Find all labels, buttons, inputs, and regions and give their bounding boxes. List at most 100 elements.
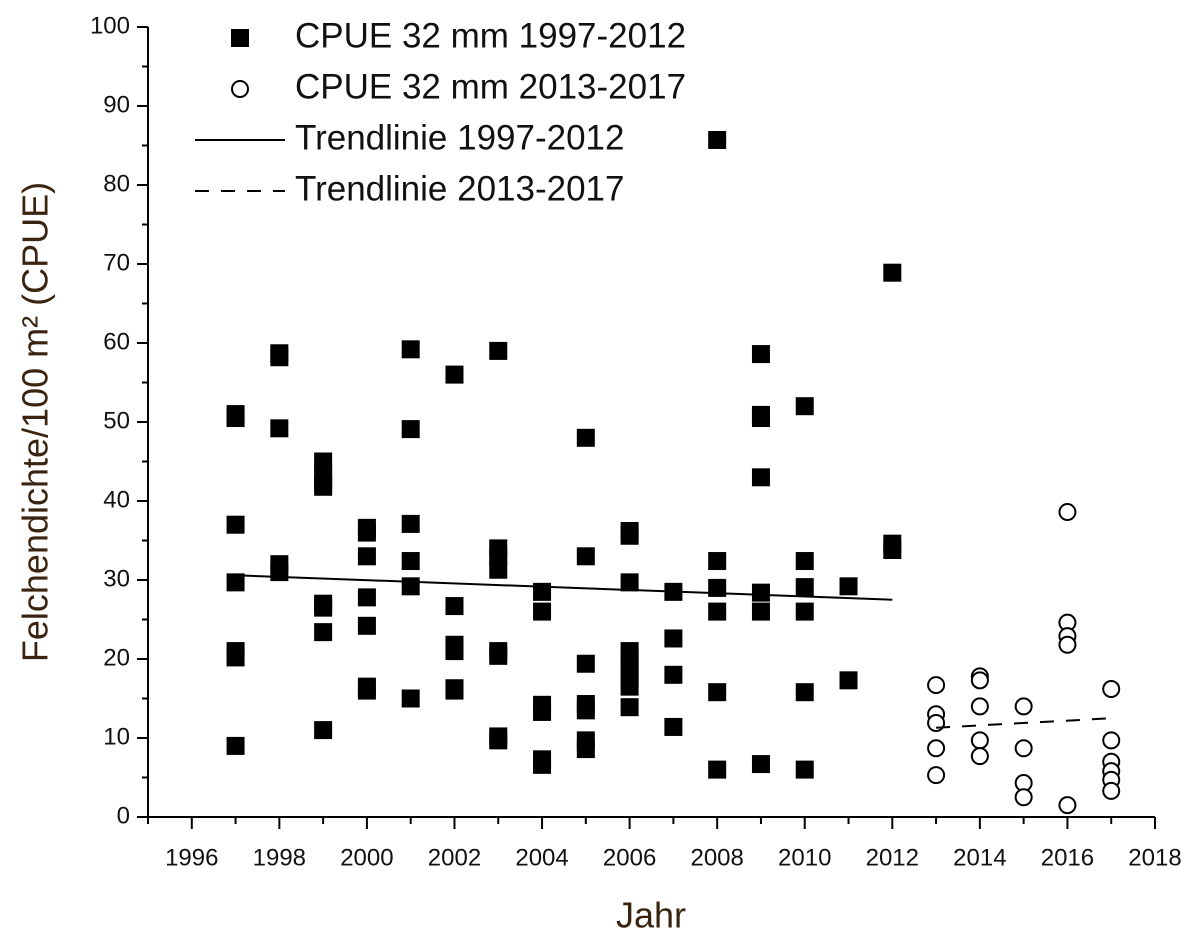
point bbox=[445, 642, 464, 661]
point bbox=[751, 755, 770, 774]
y-tick-label: 60 bbox=[103, 328, 130, 355]
point bbox=[533, 702, 552, 721]
x-tick-label: 2004 bbox=[515, 844, 568, 871]
point bbox=[445, 681, 464, 700]
point bbox=[1102, 781, 1121, 800]
y-tick-label: 40 bbox=[103, 486, 130, 513]
point bbox=[1058, 796, 1077, 815]
x-tick-label: 2010 bbox=[778, 844, 831, 871]
point bbox=[401, 420, 420, 439]
point bbox=[620, 573, 639, 592]
point bbox=[314, 721, 333, 740]
point bbox=[708, 760, 727, 779]
point bbox=[314, 598, 333, 617]
point bbox=[1058, 635, 1077, 654]
point bbox=[445, 365, 464, 384]
point bbox=[795, 578, 814, 597]
x-tick-label: 2002 bbox=[428, 844, 481, 871]
x-tick-label: 2000 bbox=[340, 844, 393, 871]
y-tick-label: 20 bbox=[103, 644, 130, 671]
point bbox=[576, 701, 595, 720]
x-tick-label: 2012 bbox=[866, 844, 919, 871]
point bbox=[576, 654, 595, 673]
point bbox=[751, 345, 770, 364]
y-tick-label: 0 bbox=[117, 802, 130, 829]
legend-label: Trendlinie 1997-2012 bbox=[295, 118, 625, 157]
point bbox=[1058, 503, 1077, 522]
x-tick-label: 2014 bbox=[953, 844, 1006, 871]
point bbox=[314, 477, 333, 496]
point bbox=[226, 515, 245, 534]
point bbox=[883, 540, 902, 559]
point bbox=[445, 597, 464, 616]
point bbox=[795, 397, 814, 416]
point bbox=[226, 573, 245, 592]
point bbox=[401, 689, 420, 708]
point bbox=[708, 552, 727, 571]
point bbox=[576, 740, 595, 759]
legend-label: CPUE 32 mm 2013-2017 bbox=[295, 67, 686, 106]
point bbox=[1102, 731, 1121, 750]
point bbox=[708, 130, 727, 149]
point bbox=[927, 676, 946, 695]
point bbox=[708, 602, 727, 621]
point bbox=[883, 263, 902, 282]
y-axis-title: Felchendichte/100 m² (CPUE) bbox=[15, 182, 56, 662]
point bbox=[620, 698, 639, 717]
point bbox=[970, 747, 989, 766]
point bbox=[927, 739, 946, 758]
point bbox=[533, 602, 552, 621]
point bbox=[357, 616, 376, 635]
point bbox=[357, 523, 376, 542]
x-tick-label: 1996 bbox=[165, 844, 218, 871]
x-axis-title: Jahr bbox=[616, 895, 686, 936]
point bbox=[270, 419, 289, 438]
point bbox=[357, 681, 376, 700]
legend-label: CPUE 32 mm 1997-2012 bbox=[295, 16, 686, 55]
point bbox=[620, 677, 639, 696]
point bbox=[401, 514, 420, 533]
point bbox=[401, 552, 420, 571]
point bbox=[576, 428, 595, 447]
point bbox=[751, 468, 770, 487]
point bbox=[708, 683, 727, 702]
point bbox=[664, 629, 683, 648]
point bbox=[314, 623, 333, 642]
point bbox=[489, 560, 508, 579]
point bbox=[839, 577, 858, 596]
point bbox=[751, 409, 770, 428]
point bbox=[620, 526, 639, 545]
point bbox=[970, 731, 989, 750]
y-tick-label: 90 bbox=[103, 91, 130, 118]
point bbox=[839, 671, 858, 690]
x-tick-label: 2018 bbox=[1128, 844, 1181, 871]
point bbox=[270, 348, 289, 367]
y-tick-label: 100 bbox=[90, 12, 130, 39]
point bbox=[226, 648, 245, 667]
point bbox=[751, 583, 770, 602]
trend-line bbox=[235, 574, 893, 601]
point bbox=[226, 736, 245, 755]
point bbox=[226, 409, 245, 428]
point bbox=[489, 341, 508, 360]
point bbox=[927, 766, 946, 785]
point bbox=[489, 646, 508, 665]
legend-label: Trendlinie 2013-2017 bbox=[295, 169, 625, 208]
x-tick-label: 2016 bbox=[1041, 844, 1094, 871]
point bbox=[927, 713, 946, 732]
point bbox=[970, 671, 989, 690]
point bbox=[751, 602, 770, 621]
point bbox=[357, 588, 376, 607]
legend-swatch bbox=[231, 80, 249, 98]
x-tick-label: 1998 bbox=[253, 844, 306, 871]
point bbox=[401, 340, 420, 359]
y-tick-label: 70 bbox=[103, 249, 130, 276]
point bbox=[1102, 680, 1121, 699]
point bbox=[795, 552, 814, 571]
y-tick-label: 30 bbox=[103, 565, 130, 592]
y-tick-label: 50 bbox=[103, 407, 130, 434]
point bbox=[357, 547, 376, 566]
point bbox=[795, 683, 814, 702]
y-tick-label: 80 bbox=[103, 170, 130, 197]
